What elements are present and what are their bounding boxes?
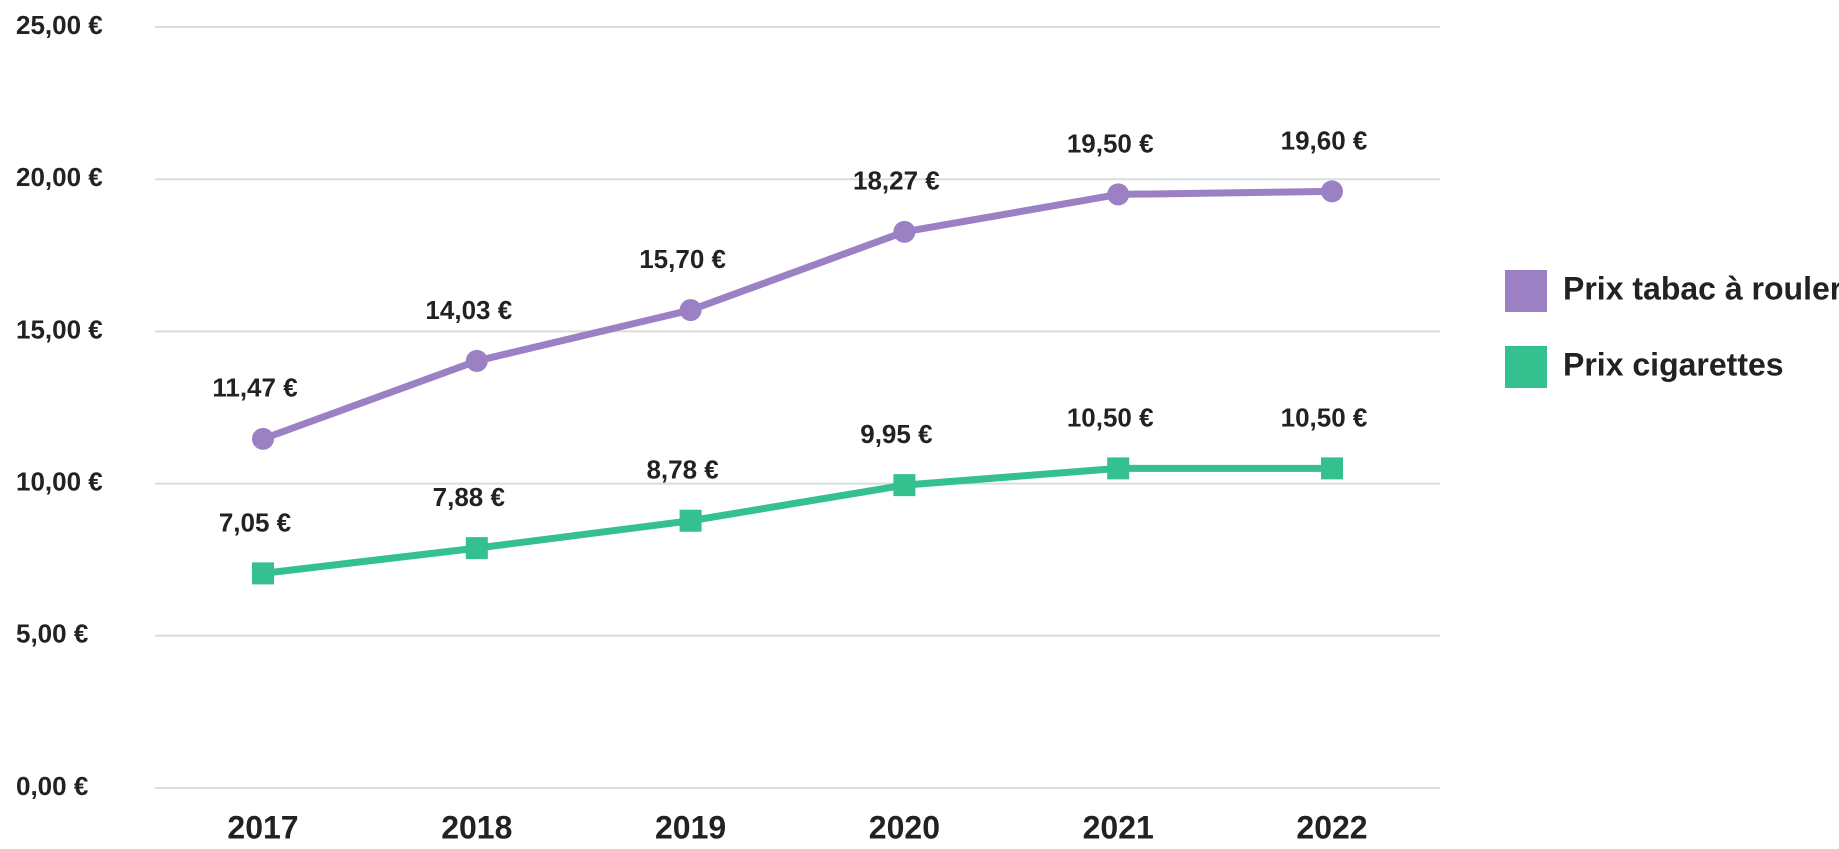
- data-label: 9,95 €: [860, 419, 932, 449]
- x-tick-label: 2019: [655, 809, 726, 845]
- marker: [465, 537, 488, 560]
- data-label: 18,27 €: [853, 166, 940, 196]
- data-label: 15,70 €: [639, 244, 726, 274]
- legend-label: Prix cigarettes: [1563, 346, 1784, 382]
- marker: [252, 427, 274, 450]
- y-tick-label: 20,00 €: [16, 162, 103, 192]
- marker: [465, 349, 488, 372]
- series-line: [261, 187, 1333, 443]
- data-label: 7,88 €: [433, 482, 505, 512]
- marker: [252, 562, 274, 585]
- x-tick-label: 2017: [227, 809, 298, 845]
- legend-label: Prix tabac à rouler: [1563, 270, 1839, 306]
- data-label: 14,03 €: [425, 295, 512, 325]
- y-tick-label: 0,00 €: [16, 771, 88, 801]
- x-tick-label: 2020: [869, 809, 940, 845]
- marker: [1321, 457, 1343, 480]
- data-label: 8,78 €: [646, 455, 718, 485]
- marker: [1321, 180, 1343, 203]
- x-tick-label: 2021: [1083, 809, 1154, 845]
- marker: [893, 220, 916, 243]
- marker: [679, 509, 702, 532]
- legend-swatch: [1505, 346, 1547, 388]
- data-label: 7,05 €: [219, 507, 291, 537]
- marker: [679, 299, 702, 322]
- marker: [1107, 183, 1130, 206]
- data-label: 10,50 €: [1067, 402, 1154, 432]
- data-label: 19,60 €: [1281, 125, 1368, 155]
- marker: [893, 474, 916, 497]
- x-tick-label: 2022: [1296, 809, 1367, 845]
- data-label: 10,50 €: [1281, 402, 1368, 432]
- legend-swatch: [1505, 270, 1547, 312]
- data-label: 19,50 €: [1067, 128, 1154, 158]
- marker: [1107, 457, 1130, 480]
- x-tick-label: 2018: [441, 809, 512, 845]
- y-tick-label: 5,00 €: [16, 619, 88, 649]
- series-line: [262, 464, 1332, 577]
- y-tick-label: 10,00 €: [16, 466, 103, 496]
- y-tick-label: 25,00 €: [16, 10, 103, 40]
- y-tick-label: 15,00 €: [16, 314, 103, 344]
- data-label: 11,47 €: [212, 373, 297, 403]
